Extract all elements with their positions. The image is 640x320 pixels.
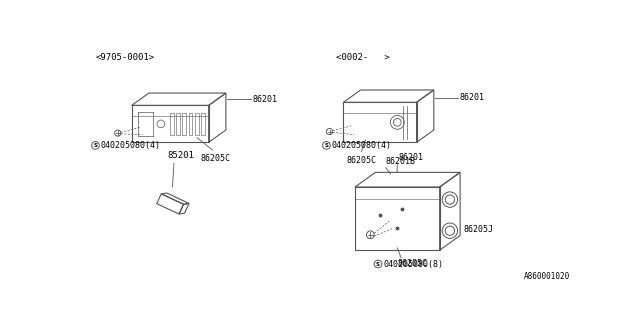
Text: 86201B: 86201B [386,157,416,166]
Text: 86205C: 86205C [397,260,428,268]
Text: A860001020: A860001020 [524,272,570,281]
Text: 86205C: 86205C [346,156,376,165]
Text: S: S [324,143,328,148]
Text: 86201: 86201 [460,93,485,102]
Text: S: S [376,261,380,267]
Text: 86201: 86201 [399,153,424,162]
Text: <9705-0001>: <9705-0001> [95,53,155,62]
Text: 040205080(4): 040205080(4) [101,141,161,150]
Bar [170,113,174,135]
Bar [189,113,193,135]
Text: 040205080(4): 040205080(4) [332,141,392,150]
Bar [176,113,180,135]
Bar [195,113,198,135]
Text: 86201: 86201 [252,95,277,104]
Bar [182,113,186,135]
Text: 86205C: 86205C [201,154,231,163]
Text: 85201: 85201 [168,151,195,160]
Text: 86205J: 86205J [463,225,493,234]
Bar [201,113,205,135]
Text: S: S [93,143,97,148]
Text: <0002-   >: <0002- > [336,53,390,62]
Text: 040205080(8): 040205080(8) [383,260,444,268]
